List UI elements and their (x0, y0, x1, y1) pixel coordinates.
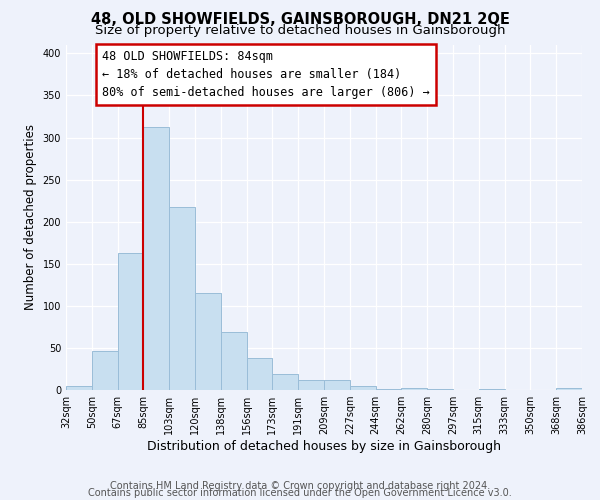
Bar (350, 386, 376, 390)
Bar (324, 380, 350, 390)
Text: Contains HM Land Registry data © Crown copyright and database right 2024.: Contains HM Land Registry data © Crown c… (110, 481, 490, 491)
Bar (427, 389, 453, 390)
X-axis label: Distribution of detached houses by size in Gainsborough: Distribution of detached houses by size … (147, 440, 501, 453)
Bar (479, 389, 505, 390)
Text: Contains public sector information licensed under the Open Government Licence v3: Contains public sector information licen… (88, 488, 512, 498)
Text: 48 OLD SHOWFIELDS: 84sqm
← 18% of detached houses are smaller (184)
80% of semi-: 48 OLD SHOWFIELDS: 84sqm ← 18% of detach… (102, 50, 430, 99)
Bar (247, 358, 272, 390)
Bar (298, 380, 324, 390)
Bar (376, 389, 401, 390)
Bar (195, 293, 221, 390)
Bar (66, 386, 92, 390)
Bar (401, 388, 427, 390)
Bar (221, 332, 247, 390)
Bar (118, 253, 143, 390)
Text: 48, OLD SHOWFIELDS, GAINSBOROUGH, DN21 2QE: 48, OLD SHOWFIELDS, GAINSBOROUGH, DN21 2… (91, 12, 509, 28)
Bar (92, 352, 118, 390)
Y-axis label: Number of detached properties: Number of detached properties (24, 124, 37, 310)
Text: Size of property relative to detached houses in Gainsborough: Size of property relative to detached ho… (95, 24, 505, 37)
Bar (556, 388, 582, 390)
Bar (143, 128, 169, 390)
Bar (272, 374, 298, 390)
Bar (169, 206, 195, 390)
